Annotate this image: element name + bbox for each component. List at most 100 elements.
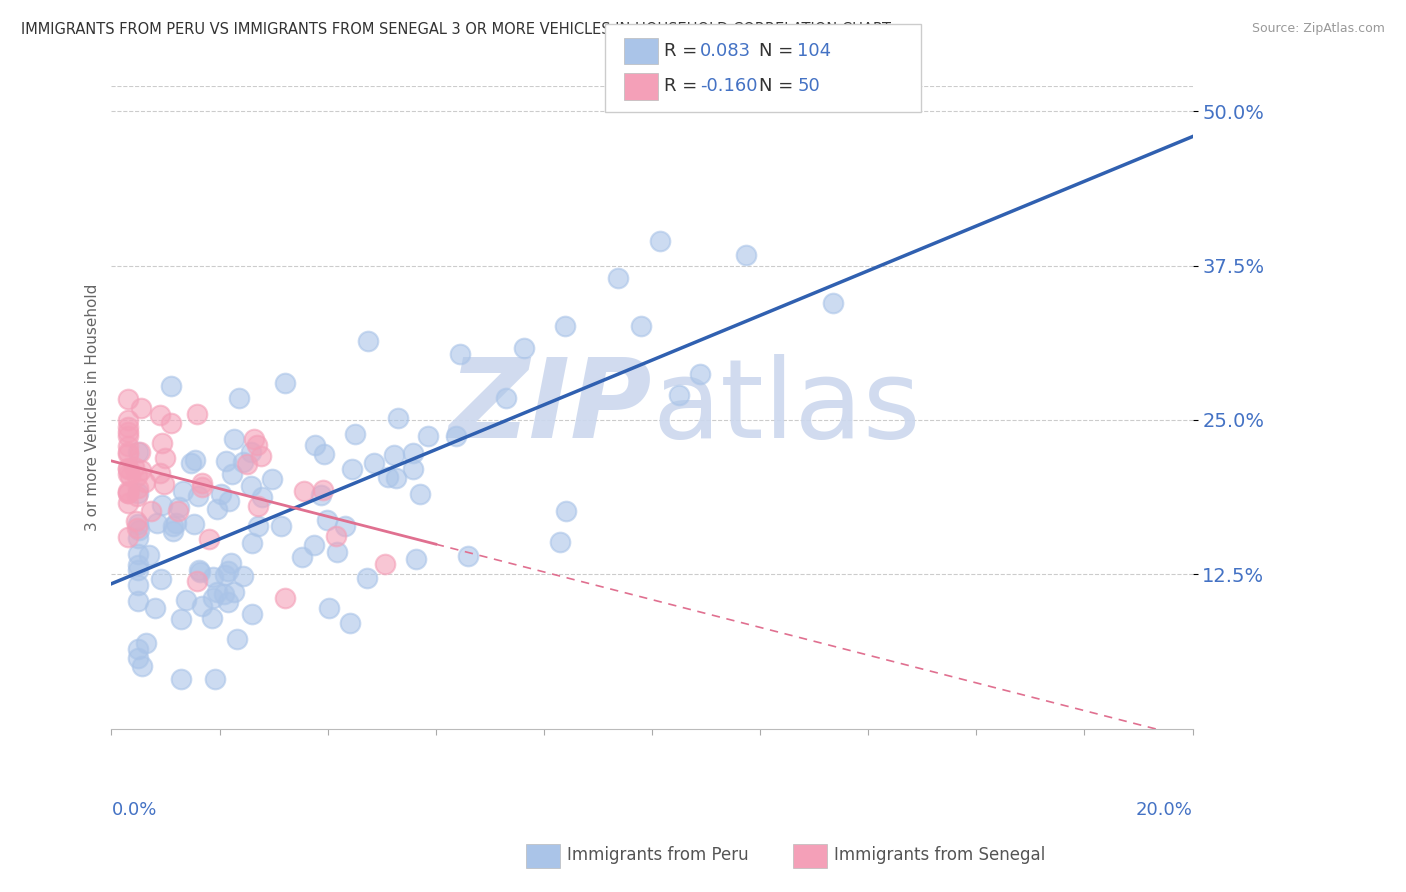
Point (127, 489, 149, 503)
Point (401, 461, 423, 475)
Point (188, 565, 211, 579)
Point (127, 651, 149, 665)
Point (240, 607, 263, 622)
Point (127, 531, 149, 545)
Point (205, 501, 228, 516)
Point (167, 503, 190, 517)
Point (162, 519, 184, 533)
Point (204, 673, 226, 687)
Point (153, 451, 176, 466)
Point (198, 532, 221, 546)
Point (174, 592, 197, 607)
Text: 0.0%: 0.0% (111, 800, 157, 819)
Point (418, 428, 440, 442)
Point (221, 467, 243, 481)
Point (117, 496, 139, 510)
Point (606, 271, 628, 285)
Point (127, 468, 149, 483)
Point (127, 558, 149, 572)
Point (339, 615, 361, 630)
Point (117, 483, 139, 498)
Point (240, 445, 263, 459)
Point (356, 334, 378, 348)
Point (117, 445, 139, 459)
Text: 50: 50 (797, 78, 820, 95)
Point (304, 438, 326, 452)
Point (146, 516, 169, 530)
Point (128, 523, 150, 537)
Point (240, 479, 263, 493)
Point (325, 529, 347, 543)
Point (555, 503, 578, 517)
Point (131, 659, 153, 673)
Point (117, 486, 139, 500)
Point (127, 445, 149, 459)
Point (127, 547, 149, 561)
Point (387, 410, 409, 425)
Point (219, 556, 242, 570)
Point (167, 500, 190, 515)
Point (246, 499, 269, 513)
Point (191, 476, 214, 491)
Point (183, 516, 205, 531)
Point (159, 416, 181, 430)
Point (318, 600, 340, 615)
Point (218, 494, 240, 508)
Text: Immigrants from Peru: Immigrants from Peru (567, 847, 748, 864)
Point (513, 341, 536, 355)
Point (149, 408, 172, 422)
Point (408, 487, 430, 501)
Point (139, 504, 162, 518)
Point (231, 455, 253, 469)
Point (118, 469, 141, 483)
Text: 20.0%: 20.0% (1136, 800, 1192, 819)
Point (184, 453, 207, 467)
Point (402, 446, 425, 460)
Text: -0.160: -0.160 (700, 78, 758, 95)
Point (689, 367, 711, 381)
Point (292, 484, 315, 499)
Point (630, 318, 652, 333)
Point (149, 572, 172, 586)
Point (249, 449, 271, 463)
Point (129, 445, 152, 459)
Point (309, 488, 332, 502)
Point (180, 457, 202, 471)
Point (224, 585, 246, 599)
Point (377, 469, 399, 483)
Text: R =: R = (664, 42, 703, 60)
Point (172, 484, 194, 499)
Point (311, 483, 333, 497)
Point (170, 673, 193, 687)
Point (343, 426, 366, 441)
Point (117, 461, 139, 475)
Point (127, 578, 149, 592)
Point (236, 457, 259, 471)
Point (291, 549, 314, 564)
Y-axis label: 3 or more Vehicles in Household: 3 or more Vehicles in Household (86, 284, 100, 532)
Point (548, 535, 571, 549)
Point (170, 611, 193, 625)
Point (117, 439, 139, 453)
Point (127, 563, 149, 577)
Text: Immigrants from Senegal: Immigrants from Senegal (834, 847, 1045, 864)
Point (270, 519, 292, 533)
Point (127, 594, 149, 608)
Point (201, 591, 224, 605)
Point (186, 408, 208, 422)
Point (127, 486, 149, 500)
Point (495, 391, 517, 405)
Point (117, 447, 139, 461)
Text: ZIP: ZIP (449, 354, 652, 461)
Point (262, 472, 284, 486)
Point (240, 536, 263, 550)
Point (117, 467, 139, 482)
Text: N =: N = (759, 78, 799, 95)
Point (117, 530, 139, 544)
Point (205, 584, 228, 599)
Point (214, 568, 236, 582)
Point (127, 642, 149, 657)
Point (444, 429, 467, 443)
Point (246, 438, 269, 452)
Point (159, 379, 181, 393)
